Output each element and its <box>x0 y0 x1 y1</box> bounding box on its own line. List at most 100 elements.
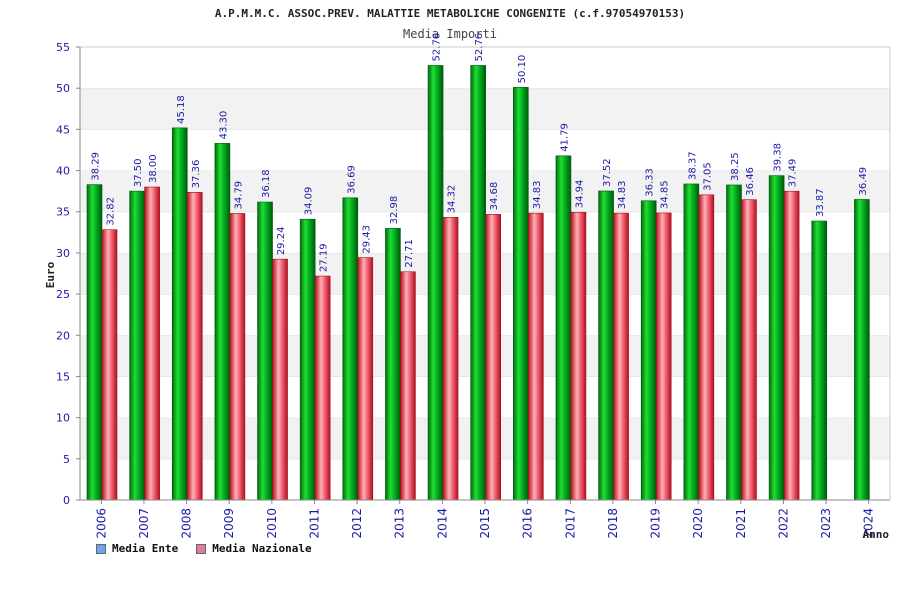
legend-item-nazionale: Media Nazionale <box>196 542 312 555</box>
bar-media-nazionale <box>144 186 160 501</box>
x-tick-label: 2021 <box>734 508 748 539</box>
bars-group: 38.29 32.82 37.50 38.00 45.18 37.36 43.30 34.79… <box>86 33 870 501</box>
legend-swatch-nazionale <box>196 543 207 554</box>
x-tick-label: 2023 <box>819 508 833 539</box>
bar-value-label: 34.32 <box>447 185 458 214</box>
x-tick-label: 2017 <box>563 508 577 539</box>
bar-value-label: 36.49 <box>858 167 869 196</box>
bar-value-label: 34.79 <box>233 181 244 210</box>
bar-media-nazionale <box>485 214 501 501</box>
bar-media-ente <box>427 65 444 501</box>
bar-value-label: 50.10 <box>517 55 528 84</box>
bar-value-label: 37.49 <box>788 159 799 188</box>
x-tick-label: 2009 <box>222 508 236 539</box>
bar-value-label: 52.76 <box>474 33 485 62</box>
bar-media-ente <box>385 228 401 501</box>
x-axis-label: Anno <box>863 528 890 541</box>
x-tick-label: 2012 <box>350 508 364 539</box>
bar-media-nazionale <box>570 211 587 501</box>
legend-item-ente: Media Ente <box>96 542 178 555</box>
bar-media-ente <box>86 184 103 501</box>
bar-media-nazionale <box>528 212 544 501</box>
bar-value-label: 41.79 <box>559 123 570 152</box>
bar-media-ente <box>513 87 529 501</box>
bar-media-ente <box>598 190 614 501</box>
y-tick-label: 10 <box>56 412 70 425</box>
bar-media-ente <box>214 143 231 501</box>
x-tick-label: 2006 <box>94 508 108 539</box>
bar-value-label: 34.83 <box>617 180 628 209</box>
bar-media-nazionale <box>272 258 288 501</box>
bar-media-nazionale <box>314 275 331 501</box>
x-tick-label: 2022 <box>776 508 790 539</box>
bar-value-label: 29.24 <box>276 227 287 256</box>
x-tick-label: 2020 <box>691 508 705 539</box>
legend-label-ente: Media Ente <box>112 542 179 555</box>
chart-title: A.P.M.M.C. ASSOC.PREV. MALATTIE METABOLI… <box>215 7 685 20</box>
y-tick-label: 20 <box>56 329 70 342</box>
bar-value-label: 37.05 <box>702 162 713 191</box>
bar-media-ente <box>555 155 572 501</box>
y-tick-label: 35 <box>56 206 70 219</box>
bar-value-label: 27.71 <box>404 239 415 268</box>
y-tick-label: 5 <box>63 453 70 466</box>
y-tick-label: 30 <box>56 247 70 260</box>
x-tick-label: 2016 <box>521 508 535 539</box>
bar-value-label: 34.68 <box>489 182 500 211</box>
bar-media-nazionale <box>400 271 416 501</box>
y-tick-label: 0 <box>63 494 70 507</box>
x-tick-label: 2018 <box>606 508 620 539</box>
y-tick-label: 55 <box>56 41 70 54</box>
bar-media-ente <box>257 201 273 501</box>
y-tick-label: 25 <box>56 288 70 301</box>
x-tick-label: 2010 <box>265 508 279 539</box>
bar-media-ente <box>299 218 316 501</box>
bar-media-nazionale <box>101 229 118 501</box>
bar-media-nazionale <box>186 191 203 501</box>
bar-media-ente <box>129 190 145 501</box>
bar-media-nazionale <box>655 212 672 501</box>
y-tick-label: 40 <box>56 165 70 178</box>
bar-value-label: 34.09 <box>304 187 315 216</box>
y-tick-label: 50 <box>56 82 70 95</box>
bar-value-label: 37.36 <box>191 160 202 189</box>
legend: Media Ente Media Nazionale <box>96 542 312 555</box>
bar-value-label: 36.18 <box>261 169 272 198</box>
bar-value-label: 29.43 <box>361 225 372 254</box>
bar-value-label: 36.33 <box>645 168 656 197</box>
bar-value-label: 32.82 <box>106 197 117 226</box>
bar-value-label: 52.76 <box>432 33 443 62</box>
bar-media-nazionale <box>741 199 757 501</box>
bar-value-label: 37.52 <box>602 158 613 187</box>
bar-media-ente <box>768 175 785 501</box>
bar-media-ente <box>342 197 359 501</box>
bar-media-ente <box>470 65 486 501</box>
bar-media-ente <box>726 184 742 501</box>
bar-value-label: 38.00 <box>148 154 159 183</box>
bar-value-label: 34.85 <box>660 180 671 209</box>
chart-subtitle: Media Importi <box>403 27 497 41</box>
x-tick-label: 2007 <box>137 508 151 539</box>
bar-media-ente <box>683 183 700 501</box>
bar-media-ente <box>640 200 657 501</box>
legend-swatch-ente <box>96 543 106 554</box>
bar-value-label: 45.18 <box>176 95 187 124</box>
x-tick-label: 2014 <box>435 508 449 539</box>
bar-value-label: 33.87 <box>815 188 826 217</box>
bar-media-nazionale <box>783 190 800 501</box>
x-tick-label: 2024 <box>862 508 876 539</box>
bar-value-label: 38.25 <box>730 152 741 181</box>
bar-value-label: 36.46 <box>745 167 756 196</box>
y-axis-label: Euro <box>44 261 57 288</box>
bar-media-ente <box>171 127 188 501</box>
y-axis: 0 5 10 15 20 25 30 35 40 45 50 55 <box>56 41 81 507</box>
bar-media-nazionale <box>442 217 459 501</box>
x-tick-label: 2015 <box>478 508 492 539</box>
bar-value-label: 38.37 <box>687 151 698 180</box>
bar-media-nazionale <box>698 194 715 501</box>
bar-value-label: 37.50 <box>133 158 144 187</box>
bar-value-label: 43.30 <box>218 111 229 140</box>
bar-value-label: 32.98 <box>389 196 400 225</box>
bar-media-nazionale <box>613 212 629 501</box>
legend-label-nazionale: Media Nazionale <box>212 542 312 555</box>
